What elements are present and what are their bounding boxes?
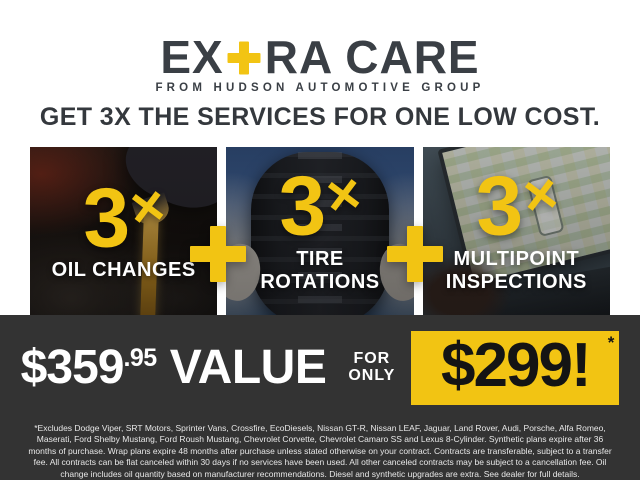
panel-label-multipoint-inspections: MULTIPOINT INSPECTIONS [445, 247, 587, 293]
logo-text-ra-care: RA CARE [264, 31, 480, 83]
photo-shade [226, 147, 414, 315]
value-word: VALUE [169, 341, 327, 395]
oil-pour-photo [30, 147, 218, 315]
panel-label-oil-changes: OIL CHANGES [51, 259, 196, 282]
times-icon: × [125, 171, 169, 242]
panel-label-tire-rotations: TIRE ROTATIONS [260, 247, 380, 293]
value-price-dollars: $359 [20, 341, 125, 395]
multiplier-number: 3 [277, 158, 328, 254]
tire-hold-photo [226, 147, 414, 315]
disclaimer-fine-print: *Excludes Dodge Viper, SRT Motors, Sprin… [28, 423, 612, 479]
tire-tread-shape [297, 152, 343, 315]
sale-price-box: $299! * [411, 331, 620, 405]
price-row: $359 .95 VALUE FOR ONLY $299! * [0, 328, 640, 408]
multiplier-3x: 3 × [81, 169, 169, 266]
multiplier-3x: 3 × [473, 158, 562, 254]
photo-shade [422, 147, 610, 315]
only-word: ONLY [348, 367, 396, 384]
value-price-cents: .95 [123, 344, 157, 373]
headline: GET 3X THE SERVICES FOR ONE LOW COST. [39, 103, 601, 131]
panel-oil-changes: 3 × OIL CHANGES [30, 147, 218, 315]
for-word: FOR [353, 350, 391, 368]
panel-tire-rotations: 3 × TIRE ROTATIONS [226, 147, 414, 315]
plus-icon [228, 41, 261, 74]
logo-subtitle: FROM HUDSON AUTOMOTIVE GROUP [155, 82, 485, 94]
photo-shade [30, 147, 218, 315]
sale-price: $299! [441, 331, 592, 400]
asterisk-footnote-marker: * [607, 333, 615, 352]
multiplier-number: 3 [81, 169, 132, 266]
multiplier-number: 3 [473, 158, 524, 254]
service-panels-row: 3 × OIL CHANGES 3 × TIRE ROTATIONS [30, 147, 610, 315]
for-only-label: FOR ONLY [348, 350, 396, 385]
times-icon: × [322, 160, 365, 230]
tire-shape [250, 152, 390, 315]
logo-text-ex: EX [160, 31, 224, 83]
multiplier-3x: 3 × [277, 158, 365, 254]
times-icon: × [518, 160, 562, 230]
plus-icon [387, 226, 443, 282]
plus-icon [190, 226, 246, 282]
value-price-group: $359 .95 VALUE [20, 341, 327, 395]
panel-multipoint-inspections: 3 × MULTIPOINT INSPECTIONS [422, 147, 610, 315]
price-band: $359 .95 VALUE FOR ONLY $299! * *Exclude… [0, 315, 640, 480]
logo: EX RA CARE [0, 34, 640, 80]
